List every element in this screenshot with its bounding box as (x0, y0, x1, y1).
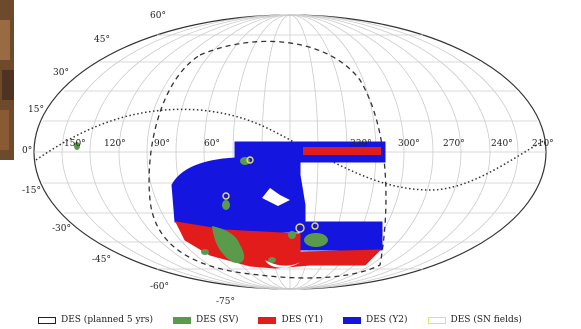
des-sv-footprint (74, 142, 328, 264)
legend-item-planned: DES (planned 5 yrs) (38, 315, 153, 325)
ra-label: 270° (443, 139, 465, 149)
ra-label: 330° (350, 139, 372, 149)
legend-swatch-planned (38, 316, 56, 324)
dec-label: 15° (28, 105, 44, 115)
dec-label: -30° (52, 224, 71, 234)
ra-tick-labels: 150° 120° 90° 60° 330° 300° 270° 240° 21… (64, 139, 554, 149)
legend-item-sv: DES (SV) (172, 315, 239, 325)
ra-label: 210° (532, 139, 554, 149)
legend-item-y2: DES (Y2) (343, 315, 408, 325)
dec-label: 30° (53, 68, 69, 78)
legend-item-sn: DES (SN fields) (427, 315, 522, 325)
dec-label: -15° (22, 186, 41, 196)
dec-label: -75° (216, 297, 235, 307)
dec-label: -60° (150, 282, 169, 292)
corner-photo (0, 0, 14, 160)
legend: DES (planned 5 yrs) DES (SV) DES (Y1) DE… (38, 312, 581, 328)
legend-label: DES (Y1) (281, 315, 323, 325)
ra-label: 90° (154, 139, 170, 149)
legend-swatch-sn (427, 316, 446, 324)
lmc-gap (262, 188, 290, 206)
dec-label: 45° (94, 35, 110, 45)
ra-label: 300° (398, 139, 420, 149)
legend-label: DES (Y2) (366, 315, 408, 325)
legend-swatch-sv (172, 316, 191, 324)
legend-swatch-y1 (258, 316, 277, 324)
legend-label: DES (SN fields) (450, 315, 522, 325)
legend-swatch-y2 (343, 316, 361, 324)
sky-map: 150° 120° 90° 60° 330° 300° 270° 240° 21… (0, 0, 554, 307)
dec-label: 60° (150, 11, 166, 21)
galactic-plane (35, 108, 546, 191)
bottom-notch (265, 260, 300, 268)
des-sn-fields (222, 156, 319, 233)
legend-label: DES (SV) (195, 315, 239, 325)
ra-label: 60° (204, 139, 220, 149)
dashed-boundary (148, 40, 387, 279)
ra-label: 120° (104, 139, 126, 149)
dec-tick-labels: 60° 45° 30° 15° 0° -15° -30° -45° -60° -… (22, 11, 235, 307)
dec-label: -45° (92, 255, 111, 265)
legend-label: DES (planned 5 yrs) (61, 315, 153, 325)
dec-label: 0° (22, 146, 32, 156)
ra-label: 240° (491, 139, 513, 149)
legend-item-y1: DES (Y1) (258, 315, 323, 325)
ra-label: 150° (64, 139, 86, 149)
